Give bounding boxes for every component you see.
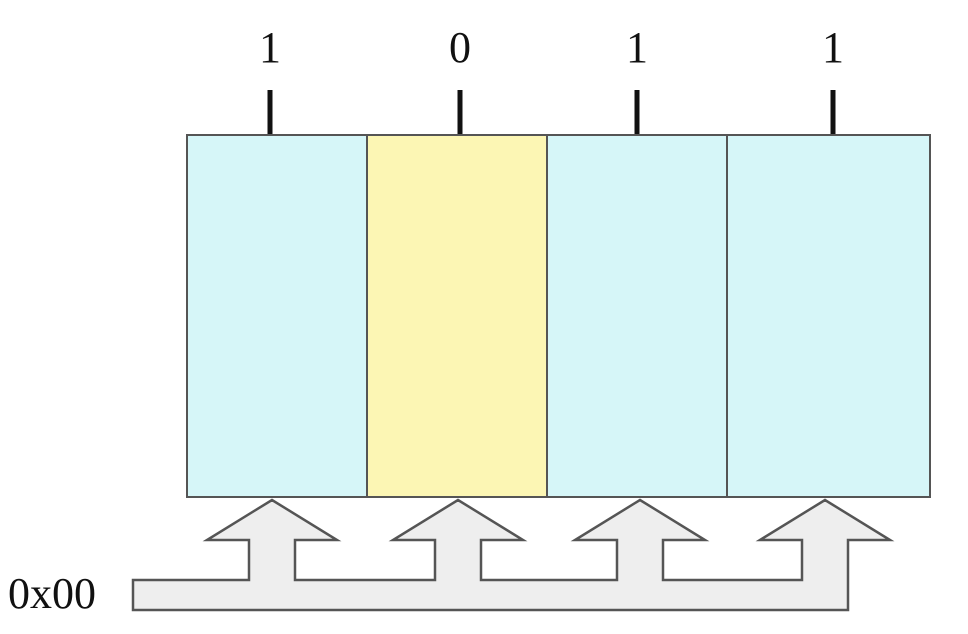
bus-label: 0x00 xyxy=(8,569,96,618)
digit-cell xyxy=(726,134,931,498)
digit-label: 1 xyxy=(259,23,281,72)
digit-cell xyxy=(186,134,368,498)
digit-label: 1 xyxy=(822,23,844,72)
digit-cell xyxy=(546,134,728,498)
digit-cell xyxy=(366,134,548,498)
digit-label: 1 xyxy=(626,23,648,72)
bus-arrows xyxy=(131,498,895,612)
digit-label: 0 xyxy=(449,23,471,72)
